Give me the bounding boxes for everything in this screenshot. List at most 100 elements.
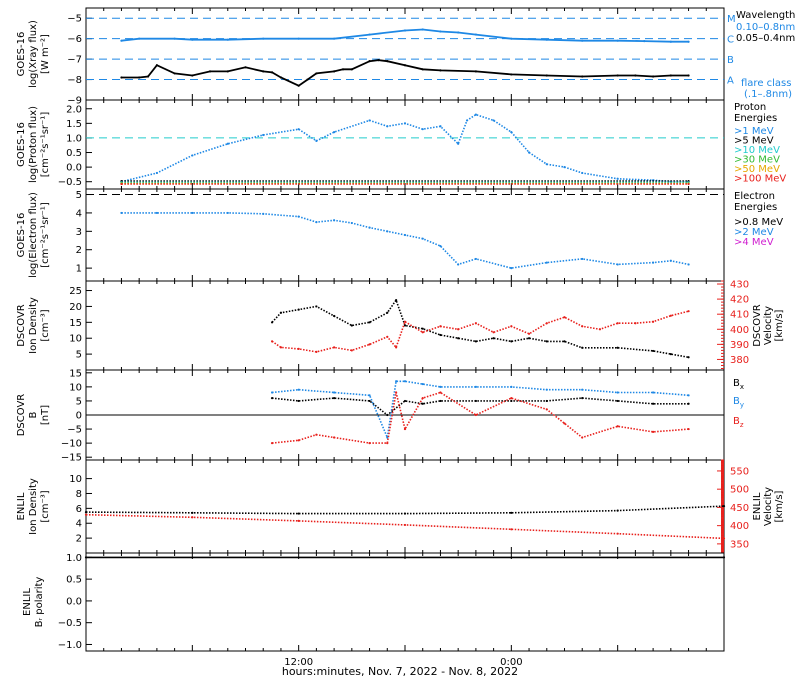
y2-axis-label: DSCOVR: [752, 304, 763, 347]
data-point: [403, 64, 407, 67]
y-axis-label: [cm⁻³]: [40, 490, 51, 522]
data-point: [687, 394, 690, 397]
data-point: [492, 337, 495, 340]
data-point: [403, 122, 407, 125]
data-point: [226, 211, 229, 215]
panel-frame: [85, 7, 725, 101]
data-point: [545, 322, 548, 325]
data-point: [474, 257, 477, 261]
data-point: [403, 29, 407, 32]
data-point: [315, 72, 318, 75]
data-point: [421, 28, 424, 31]
data-point: [341, 68, 345, 71]
data-point: [545, 261, 548, 264]
data-point: [474, 70, 477, 73]
y2-tick-label: 430: [730, 280, 749, 291]
data-point: [687, 310, 690, 313]
data-point: [545, 163, 548, 166]
y-axis-label: [nT]: [40, 405, 51, 425]
data-point: [669, 74, 672, 77]
flare-class-letter: B: [727, 55, 734, 66]
panel-enlil_polarity: −1.0 −0.5 0.0 0.5 1.0 ENLIL Bᵣ polarity: [22, 552, 726, 652]
data-point: [581, 171, 584, 175]
y2-axis-label: Velocity: [763, 487, 774, 526]
data-point: [279, 311, 283, 314]
flare-class-note: flare class: [741, 78, 791, 89]
legend-entry: >4 MeV: [734, 237, 774, 248]
y-axis-label: log(Proton flux): [28, 106, 39, 183]
data-point: [421, 327, 424, 330]
legend-entry: Bz: [733, 416, 744, 429]
y-tick-label: 5: [76, 396, 82, 407]
data-point: [155, 64, 158, 67]
data-point: [350, 68, 353, 71]
y2-axis-label: Velocity: [763, 306, 774, 345]
data-point: [616, 509, 619, 512]
data-point: [262, 37, 265, 40]
series--1-mev: [121, 113, 689, 183]
data-point: [395, 391, 398, 394]
y-tick-label: 15: [69, 318, 82, 329]
data-point: [474, 113, 477, 116]
y-tick-label: 1.5: [66, 119, 82, 130]
data-point: [510, 399, 513, 403]
y-tick-label: −5: [67, 14, 82, 25]
legend-title: Proton: [734, 102, 766, 113]
data-point: [279, 346, 283, 349]
data-point: [84, 513, 88, 516]
series--2-mev: [121, 212, 689, 269]
data-point: [350, 324, 353, 327]
data-point: [191, 516, 194, 519]
data-point: [545, 74, 548, 77]
data-point: [421, 331, 424, 334]
series-density: [271, 298, 689, 359]
data-point: [581, 388, 584, 391]
data-point: [270, 321, 274, 324]
series-by: [272, 380, 689, 441]
data-point: [395, 298, 398, 302]
data-point: [643, 40, 646, 43]
data-point: [669, 40, 672, 43]
y2-tick-label: 350: [730, 539, 749, 550]
data-point: [474, 340, 477, 343]
data-point: [457, 31, 460, 34]
data-point: [350, 349, 353, 352]
y-axis-label: ENLIL: [22, 588, 33, 616]
y-tick-label: −5: [67, 425, 82, 436]
y-axis-label: Bᵣ polarity: [34, 577, 45, 628]
series-0-05-0-4nm: [121, 59, 689, 87]
y-axis-label: [cm⁻²s⁻¹sr⁻¹]: [40, 112, 51, 178]
y-axis-label: GOES-16: [16, 122, 27, 167]
data-point: [439, 325, 442, 328]
data-point: [403, 233, 407, 237]
data-point: [297, 399, 300, 403]
data-point: [262, 133, 265, 137]
panel-frame: [85, 459, 725, 554]
data-point: [155, 171, 158, 175]
data-point: [616, 322, 619, 325]
y2-tick-label: 390: [730, 340, 749, 351]
legend-entry: >30 MeV: [734, 155, 780, 166]
y-tick-label: 6: [76, 504, 82, 515]
data-point: [616, 74, 619, 77]
y2-axis-label: [km/s]: [774, 490, 785, 522]
y-tick-label: 0.0: [66, 596, 82, 607]
data-point: [120, 76, 123, 79]
data-point: [563, 422, 566, 425]
y-tick-label: 0.0: [66, 163, 82, 174]
panel-frame: [85, 552, 725, 652]
data-point: [191, 154, 194, 157]
data-point: [474, 413, 477, 417]
y2-axis-label: ENLIL: [752, 492, 763, 520]
data-point: [634, 74, 637, 77]
data-point: [297, 37, 300, 40]
y-tick-label: −7: [67, 55, 82, 66]
data-point: [421, 237, 424, 240]
y-tick-label: 2: [76, 534, 82, 545]
y-axis-label: GOES-16: [16, 213, 27, 258]
data-point: [403, 512, 407, 515]
y-tick-label: 4: [76, 208, 82, 219]
series-velocity: [85, 513, 725, 540]
data-point: [395, 380, 398, 383]
data-point: [722, 505, 726, 508]
